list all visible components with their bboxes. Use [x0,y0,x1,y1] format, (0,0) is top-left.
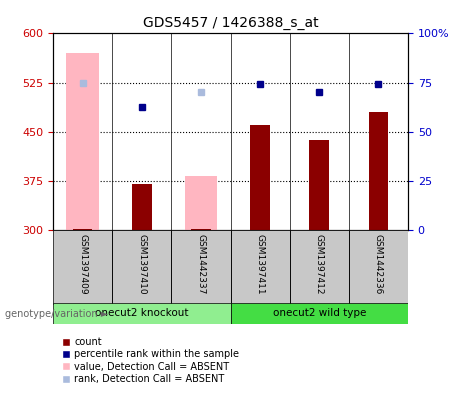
Text: onecut2 knockout: onecut2 knockout [95,309,189,318]
Bar [290,230,349,305]
Bar [191,229,211,230]
Bar [309,140,329,230]
Legend: count, percentile rank within the sample, value, Detection Call = ABSENT, rank, : count, percentile rank within the sample… [58,333,243,388]
Bar [230,303,408,324]
Text: GSM1442337: GSM1442337 [196,233,206,294]
Text: GSM1397411: GSM1397411 [255,233,265,294]
Bar [230,230,290,305]
Bar [112,230,171,305]
Text: genotype/variation ►: genotype/variation ► [5,309,108,320]
Text: GSM1397412: GSM1397412 [315,233,324,294]
Bar [185,176,217,230]
Bar [66,53,99,230]
Bar [132,184,152,230]
Text: GSM1442336: GSM1442336 [374,233,383,294]
Bar [369,112,388,230]
Bar [53,303,230,324]
Bar [250,125,270,230]
Bar [53,230,112,305]
Bar [171,230,230,305]
Bar [349,230,408,305]
Text: GSM1397409: GSM1397409 [78,233,87,294]
Bar [73,229,92,230]
Title: GDS5457 / 1426388_s_at: GDS5457 / 1426388_s_at [143,16,318,29]
Text: onecut2 wild type: onecut2 wild type [272,309,366,318]
Text: GSM1397410: GSM1397410 [137,233,146,294]
